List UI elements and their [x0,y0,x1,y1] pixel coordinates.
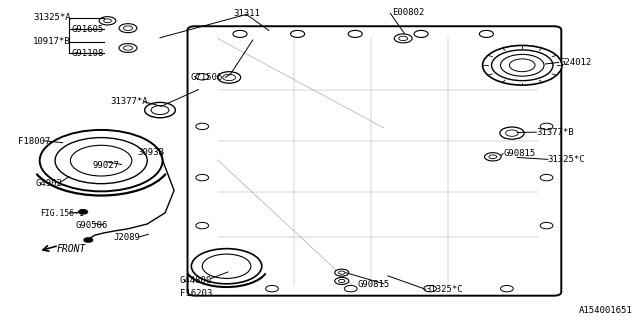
Circle shape [218,72,241,83]
Circle shape [335,269,349,276]
Text: FIG.156-1: FIG.156-1 [40,209,84,218]
Circle shape [414,30,428,37]
Text: J2089: J2089 [114,233,141,242]
Circle shape [424,285,436,292]
Circle shape [540,222,553,229]
Text: 31325*A: 31325*A [33,13,71,22]
Text: G91605: G91605 [72,25,104,34]
Circle shape [483,45,562,85]
Circle shape [484,153,501,161]
Circle shape [124,46,132,50]
Circle shape [84,238,93,242]
Text: G90815: G90815 [503,149,535,158]
Text: F18007: F18007 [18,137,50,146]
Text: G24012: G24012 [560,58,592,67]
Text: 10917*B: 10917*B [33,37,71,46]
Circle shape [540,123,553,130]
Circle shape [506,130,518,136]
Circle shape [145,102,175,118]
Circle shape [540,174,553,181]
Text: G71506: G71506 [191,73,223,82]
Text: A154001651: A154001651 [579,306,632,315]
Text: E00802: E00802 [392,8,424,17]
Circle shape [191,249,262,284]
Text: 30938: 30938 [138,148,164,157]
Text: G90506: G90506 [76,221,108,230]
Circle shape [479,30,493,37]
Circle shape [540,74,553,80]
Circle shape [223,74,236,81]
Circle shape [291,30,305,37]
Circle shape [196,222,209,229]
Circle shape [124,26,132,30]
Circle shape [492,50,553,81]
Text: 31377*A: 31377*A [110,97,148,106]
Circle shape [394,34,412,43]
Circle shape [500,127,524,139]
Circle shape [196,123,209,130]
Circle shape [339,279,345,283]
Circle shape [55,138,147,184]
Circle shape [119,44,137,52]
Circle shape [196,174,209,181]
Text: 31325*C: 31325*C [426,285,463,294]
Circle shape [119,24,137,33]
Text: FRONT: FRONT [57,244,86,254]
Circle shape [70,145,132,176]
Circle shape [99,17,116,25]
Text: 31325*C: 31325*C [548,155,586,164]
Circle shape [79,210,88,214]
Text: 31377*B: 31377*B [536,128,574,137]
Text: G91108: G91108 [72,49,104,58]
Text: F16203: F16203 [180,289,212,298]
Circle shape [509,59,535,72]
Text: G90815: G90815 [357,280,389,289]
Circle shape [266,285,278,292]
Circle shape [500,54,544,76]
Text: 99027: 99027 [92,161,119,170]
Circle shape [40,130,163,191]
Circle shape [348,30,362,37]
Text: 31311: 31311 [233,9,260,18]
Circle shape [344,285,357,292]
Text: G44800: G44800 [180,276,212,285]
Circle shape [233,30,247,37]
Circle shape [151,106,169,115]
FancyBboxPatch shape [188,26,561,296]
Circle shape [104,19,111,23]
Circle shape [500,285,513,292]
Circle shape [202,254,251,278]
Circle shape [196,74,209,80]
Text: G4902: G4902 [35,179,62,188]
Circle shape [339,271,345,274]
Circle shape [335,277,349,284]
Circle shape [399,36,408,41]
Circle shape [489,155,497,159]
